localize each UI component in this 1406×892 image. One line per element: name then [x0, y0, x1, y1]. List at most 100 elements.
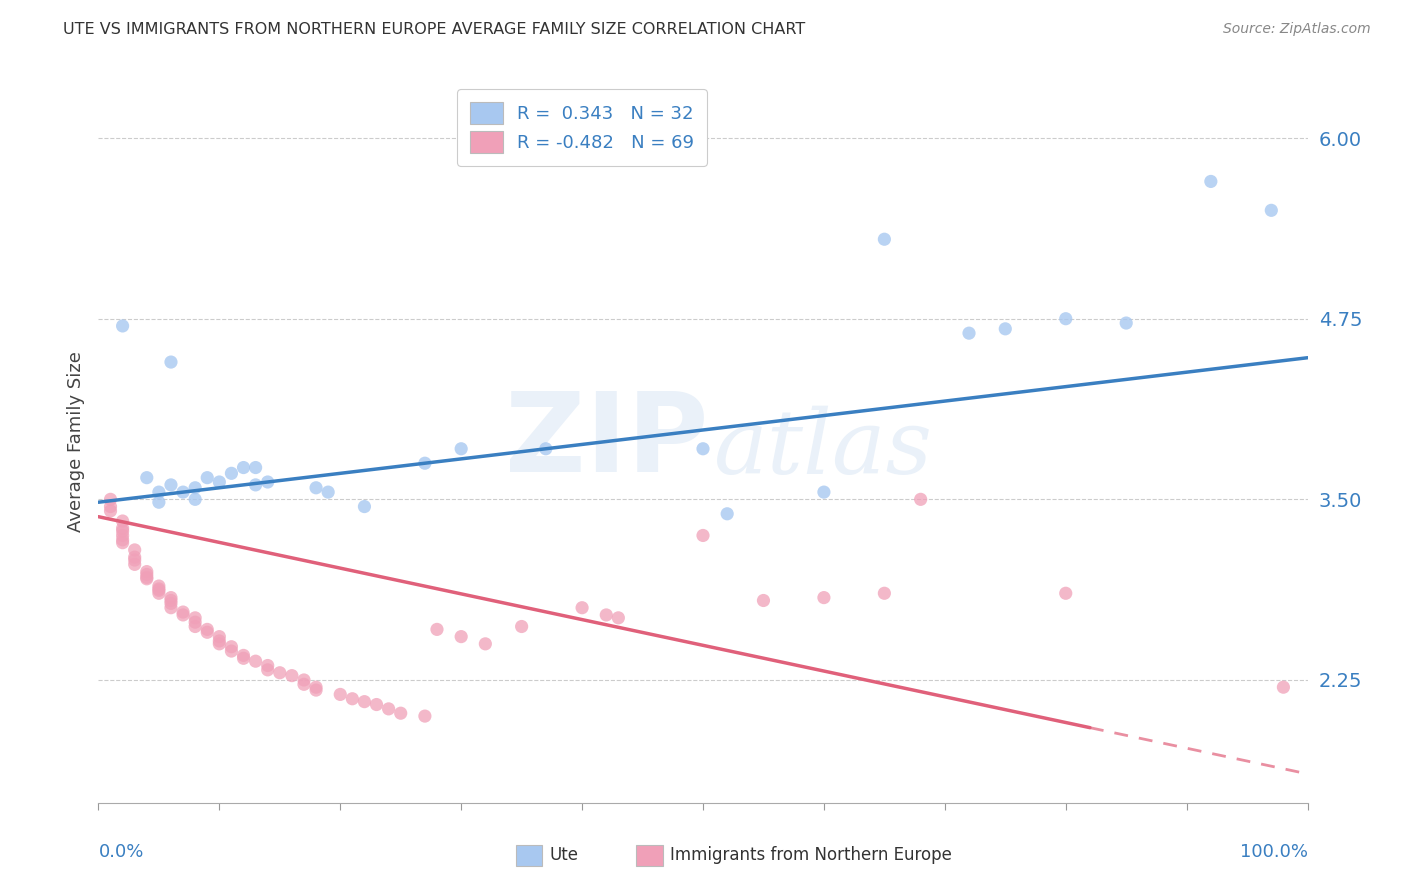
Point — [111, 524, 134, 538]
Point — [184, 481, 207, 495]
Point — [148, 495, 170, 509]
Point — [111, 318, 134, 333]
Point — [413, 709, 436, 723]
Text: ZIP: ZIP — [505, 388, 709, 495]
Point — [232, 648, 254, 663]
Point — [124, 542, 146, 557]
Point — [100, 504, 122, 518]
Point — [1260, 203, 1282, 218]
Point — [269, 665, 291, 680]
Point — [994, 322, 1017, 336]
Point — [208, 475, 231, 489]
Point — [1054, 586, 1077, 600]
Point — [148, 485, 170, 500]
Point — [813, 591, 835, 605]
Point — [292, 673, 315, 687]
Point — [124, 550, 146, 565]
Point — [292, 677, 315, 691]
Point — [957, 326, 980, 340]
Point — [221, 644, 243, 658]
Point — [1054, 311, 1077, 326]
Point — [160, 478, 183, 492]
Point — [221, 467, 243, 481]
Text: 0.0%: 0.0% — [98, 843, 143, 861]
FancyBboxPatch shape — [516, 845, 543, 866]
Point — [256, 475, 278, 489]
Point — [474, 637, 496, 651]
Point — [716, 507, 738, 521]
Point — [124, 558, 146, 572]
Point — [135, 471, 157, 485]
Point — [160, 593, 183, 607]
Point — [426, 623, 449, 637]
Text: UTE VS IMMIGRANTS FROM NORTHERN EUROPE AVERAGE FAMILY SIZE CORRELATION CHART: UTE VS IMMIGRANTS FROM NORTHERN EUROPE A… — [63, 22, 806, 37]
Point — [184, 492, 207, 507]
Point — [450, 442, 472, 456]
Point — [148, 582, 170, 596]
Text: Immigrants from Northern Europe: Immigrants from Northern Europe — [671, 846, 952, 863]
Point — [305, 683, 328, 698]
Point — [148, 586, 170, 600]
Point — [172, 485, 194, 500]
Point — [208, 630, 231, 644]
Point — [232, 460, 254, 475]
Point — [353, 695, 375, 709]
Point — [389, 706, 412, 721]
Point — [184, 615, 207, 630]
Point — [752, 593, 775, 607]
Point — [450, 630, 472, 644]
Point — [1199, 174, 1222, 188]
Point — [329, 687, 352, 701]
Y-axis label: Average Family Size: Average Family Size — [66, 351, 84, 532]
Point — [208, 637, 231, 651]
Point — [245, 654, 267, 668]
Point — [256, 658, 278, 673]
Point — [873, 586, 896, 600]
Point — [135, 572, 157, 586]
Point — [172, 605, 194, 619]
Point — [607, 611, 630, 625]
Point — [195, 625, 218, 640]
Point — [571, 600, 593, 615]
Point — [160, 355, 183, 369]
Point — [160, 591, 183, 605]
Point — [208, 634, 231, 648]
Point — [160, 596, 183, 610]
Point — [245, 460, 267, 475]
Point — [148, 583, 170, 598]
Point — [1115, 316, 1137, 330]
Point — [245, 478, 267, 492]
Point — [111, 514, 134, 528]
Point — [135, 570, 157, 584]
Point — [195, 471, 218, 485]
Point — [111, 528, 134, 542]
Point — [135, 565, 157, 579]
Point — [316, 485, 339, 500]
Point — [813, 485, 835, 500]
Point — [100, 500, 122, 514]
Point — [232, 651, 254, 665]
Point — [413, 456, 436, 470]
Point — [305, 680, 328, 694]
Point — [873, 232, 896, 246]
Point — [1272, 680, 1295, 694]
Text: Source: ZipAtlas.com: Source: ZipAtlas.com — [1223, 22, 1371, 37]
Point — [353, 500, 375, 514]
Point — [305, 481, 328, 495]
Legend: R =  0.343   N = 32, R = -0.482   N = 69: R = 0.343 N = 32, R = -0.482 N = 69 — [457, 89, 707, 166]
Point — [184, 611, 207, 625]
Point — [342, 691, 364, 706]
Point — [184, 619, 207, 633]
Point — [221, 640, 243, 654]
Point — [377, 702, 399, 716]
Point — [281, 668, 304, 682]
Point — [100, 492, 122, 507]
Point — [172, 607, 194, 622]
Point — [111, 535, 134, 549]
Text: 100.0%: 100.0% — [1240, 843, 1308, 861]
Point — [148, 579, 170, 593]
Point — [366, 698, 388, 712]
Point — [111, 533, 134, 547]
Text: Ute: Ute — [550, 846, 578, 863]
Point — [692, 442, 714, 456]
